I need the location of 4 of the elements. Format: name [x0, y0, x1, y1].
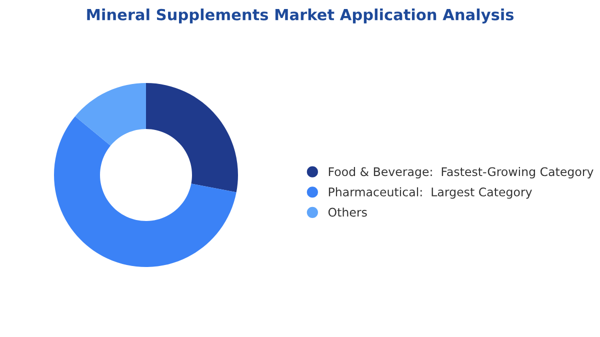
legend-label: Pharmaceutical: Largest Category: [328, 187, 532, 199]
chart-title: Mineral Supplements Market Application Analysis: [87, 8, 514, 24]
legend-label: Others: [328, 208, 367, 217]
legend-label: Food & Beverage: Fastest-Growing Category: [328, 167, 594, 178]
